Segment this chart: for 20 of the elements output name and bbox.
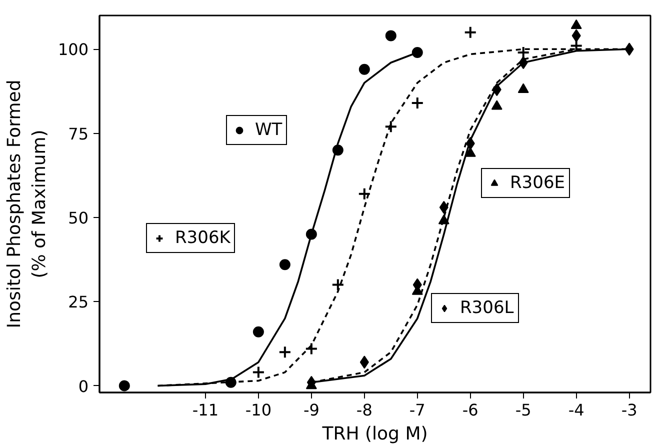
x-tick-label: -6	[462, 400, 478, 420]
x-tick-label: -10	[245, 400, 272, 420]
legend-label: R306L	[460, 298, 514, 318]
x-tick-label: -11	[192, 400, 219, 420]
x-tick-label: -5	[515, 400, 532, 420]
x-tick-label: -3	[621, 400, 638, 420]
x-tick-label: -4	[568, 400, 584, 420]
y-tick-label: 0	[78, 376, 89, 396]
x-tick-label: -9	[303, 400, 320, 420]
y-tick-label: 100	[58, 40, 89, 60]
y-tick-label: 50	[68, 208, 88, 228]
legend-label: R306K	[175, 228, 230, 248]
legend-label: R306E	[510, 173, 566, 193]
y-tick-label: 75	[68, 124, 88, 144]
x-axis-title: TRH (log M)	[321, 424, 428, 444]
x-tick-label: -7	[409, 400, 426, 420]
x-tick-label: -8	[356, 400, 372, 420]
y-tick-label: 25	[68, 292, 88, 312]
legend-label: WT	[255, 120, 282, 140]
y-axis-title: Inositol Phosphates Formed (% of Maximum)	[4, 80, 50, 328]
